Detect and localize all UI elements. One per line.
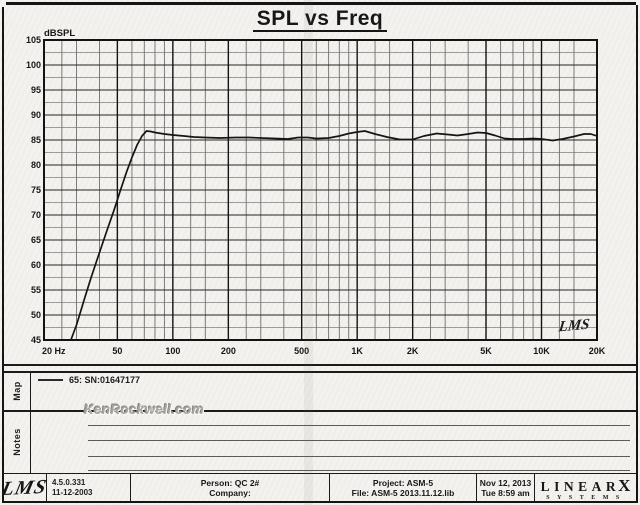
map-panel-top-border <box>2 371 637 373</box>
x-major-gridlines <box>116 40 543 340</box>
page-border-right <box>636 5 638 503</box>
y-tick-label: 75 <box>31 185 41 195</box>
legend-label: 65: SN:01647177 <box>69 375 141 385</box>
y-tick-label: 85 <box>31 135 41 145</box>
x-tick-label: 10K <box>533 346 550 356</box>
legend-line-swatch <box>38 379 63 381</box>
x-tick-label: 20K <box>589 346 606 356</box>
y-tick-label: 50 <box>31 310 41 320</box>
y-tick-label: 90 <box>31 110 41 120</box>
y-minor-gridlines <box>44 52 597 328</box>
y-tick-label: 100 <box>26 60 41 70</box>
y-tick-label: 65 <box>31 235 41 245</box>
kenrockwell-watermark: KenRockwell.com <box>84 402 205 417</box>
chart-canvas: 105 100 95 90 85 80 75 70 65 60 55 50 45 dBSPL 20 Hz 50… <box>26 28 606 356</box>
linearx-systems-text: SYSTEMS <box>546 494 627 501</box>
x-tick-label: 5K <box>480 346 492 356</box>
spl-vs-freq-chart: 105 100 95 90 85 80 75 70 65 60 55 50 45 dBSPL 20 Hz 50… <box>26 28 606 356</box>
map-panel-label-box: Map <box>4 372 31 410</box>
legend-entry: 65: SN:01647177 <box>38 375 140 385</box>
linearx-logo: LINEAR X <box>540 475 631 495</box>
x-tick-label: 50 <box>112 346 122 356</box>
person-field: Person: QC 2# <box>200 477 260 488</box>
y-tick-label: 105 <box>26 35 41 45</box>
notes-panel-label-box: Notes <box>4 411 31 473</box>
chart-block-divider <box>2 364 637 366</box>
project-field: Project: ASM-5 <box>372 477 434 488</box>
footer-version-cell: 4.5.0.331 11-12-2003 <box>47 474 131 502</box>
page-border-left <box>2 7 4 503</box>
chart-title: SPL vs Freq <box>0 7 640 32</box>
print-time: Tue 8:59 am <box>481 488 530 498</box>
footer-lms-logo-cell: LMS <box>2 474 47 502</box>
x-tick-label: 100 <box>165 346 180 356</box>
notes-ruled-line <box>88 470 630 471</box>
notes-panel-label: Notes <box>12 428 23 456</box>
notes-ruled-line <box>88 456 630 457</box>
scan-fold-artifact <box>304 0 313 505</box>
software-version: 4.5.0.331 <box>52 478 86 487</box>
y-tick-label: 60 <box>31 260 41 270</box>
x-tick-label: 200 <box>221 346 236 356</box>
y-axis-label: dBSPL <box>44 28 75 39</box>
company-field: Company: <box>209 488 251 498</box>
print-date: Nov 12, 2013 <box>479 477 532 488</box>
y-axis-tick-labels: 105 100 95 90 85 80 75 70 65 60 55 50 45 <box>26 35 41 345</box>
page-border-top <box>6 2 636 5</box>
footer-info-table: LMS 4.5.0.331 11-12-2003 Person: QC 2# C… <box>2 473 636 502</box>
page-border-bottom <box>2 501 638 503</box>
footer-project-cell: Project: ASM-5 File: ASM-5 2013.11.12.li… <box>330 474 477 502</box>
notes-ruled-line <box>88 425 630 426</box>
y-tick-label: 70 <box>31 210 41 220</box>
y-tick-label: 45 <box>31 335 41 345</box>
y-major-gridlines <box>44 64 597 316</box>
footer-datetime-cell: Nov 12, 2013 Tue 8:59 am <box>477 474 535 502</box>
x-tick-label: 20 Hz <box>42 346 66 356</box>
map-panel-label: Map <box>12 381 22 401</box>
spl-curve-series <box>70 130 598 341</box>
footer-linearx-logo-cell: LINEAR X SYSTEMS <box>535 474 636 502</box>
notes-panel-top-border <box>2 410 637 412</box>
spl-curve <box>70 130 598 341</box>
lms-logo: LMS <box>2 475 47 500</box>
x-tick-label: 2K <box>407 346 419 356</box>
software-version-date: 11-12-2003 <box>52 488 93 497</box>
x-tick-label: 500 <box>294 346 309 356</box>
footer-person-cell: Person: QC 2# Company: <box>131 474 330 502</box>
y-tick-label: 80 <box>31 160 41 170</box>
x-axis-tick-labels: 20 Hz 50 100 200 500 1K 2K 5K 10K 20K <box>42 346 606 356</box>
y-tick-label: 95 <box>31 85 41 95</box>
y-tick-label: 55 <box>31 285 41 295</box>
file-field: File: ASM-5 2013.11.12.lib <box>351 488 455 498</box>
y-axis-unit-label: dBSPL <box>44 28 75 39</box>
x-tick-label: 1K <box>351 346 363 356</box>
notes-ruled-line <box>88 440 630 441</box>
plot-border <box>43 39 598 341</box>
